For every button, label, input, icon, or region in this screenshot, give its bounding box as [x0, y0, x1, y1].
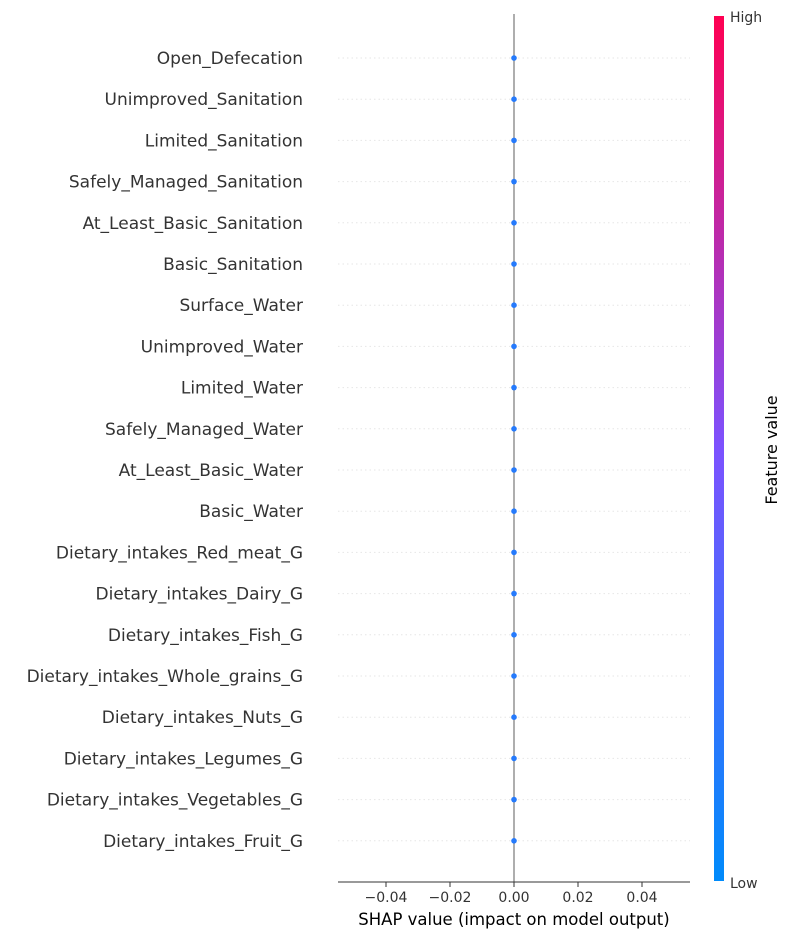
data-point: [511, 590, 517, 597]
feature-label: Limited_Sanitation: [145, 131, 303, 151]
colorbar-high-label: High: [730, 10, 762, 26]
data-point: [511, 384, 517, 391]
feature-label: Dietary_intakes_Nuts_G: [102, 708, 303, 728]
x-axis-ticks: −0.04 −0.02 0.00 0.02 0.04: [365, 882, 658, 906]
data-point: [511, 632, 517, 638]
data-point: [511, 549, 517, 556]
data-point: [511, 426, 517, 432]
x-axis-title: SHAP value (impact on model output): [358, 910, 669, 929]
feature-label: Basic_Sanitation: [163, 255, 303, 275]
x-tick-label: −0.02: [429, 890, 472, 906]
data-point: [511, 220, 517, 226]
x-tick-label: 0.02: [562, 890, 593, 906]
data-point: [511, 343, 517, 350]
feature-label: Safely_Managed_Water: [105, 420, 303, 440]
data-point: [511, 673, 517, 679]
feature-label: Dietary_intakes_Fruit_G: [103, 832, 303, 852]
x-axis: −0.04 −0.02 0.00 0.02 0.04 SHAP value (impac…: [338, 881, 690, 929]
feature-label: At_Least_Basic_Sanitation: [83, 214, 303, 234]
data-point: [511, 302, 517, 309]
feature-label: Dietary_intakes_Vegetables_G: [47, 791, 303, 811]
data-point: [511, 508, 517, 514]
feature-label: At_Least_Basic_Water: [119, 461, 303, 481]
data-point: [511, 96, 517, 102]
data-point: [511, 838, 517, 844]
feature-label: Safely_Managed_Sanitation: [69, 173, 303, 193]
feature-label: Dietary_intakes_Legumes_G: [64, 749, 303, 769]
feature-label: Limited_Water: [181, 379, 303, 399]
data-points: [511, 55, 517, 844]
colorbar-title: Feature value: [762, 395, 781, 504]
data-point: [511, 796, 517, 803]
feature-label: Dietary_intakes_Red_meat_G: [56, 543, 303, 563]
colorbar-gradient: [714, 16, 724, 881]
feature-label: Open_Defecation: [157, 49, 303, 69]
feature-label: Basic_Water: [199, 502, 303, 522]
feature-labels: Open_Defecation Unimproved_Sanitation Limi…: [27, 49, 303, 852]
feature-label: Unimproved_Water: [141, 337, 303, 357]
data-point: [511, 467, 517, 473]
feature-label: Dietary_intakes_Dairy_G: [96, 585, 304, 605]
data-point: [511, 178, 517, 185]
colorbar-low-label: Low: [730, 876, 758, 892]
feature-label: Unimproved_Sanitation: [105, 90, 303, 110]
colorbar: High Low Feature value: [714, 10, 781, 892]
data-point: [511, 137, 517, 144]
feature-label: Surface_Water: [179, 296, 303, 316]
data-point: [511, 55, 517, 61]
feature-label: Dietary_intakes_Whole_grains_G: [27, 667, 303, 687]
feature-label: Dietary_intakes_Fish_G: [108, 626, 303, 646]
data-point: [511, 755, 517, 762]
data-point: [511, 714, 517, 720]
x-tick-label: 0.04: [626, 890, 657, 906]
data-point: [511, 261, 517, 267]
x-tick-label: 0.00: [498, 890, 529, 906]
x-tick-label: −0.04: [365, 890, 408, 906]
